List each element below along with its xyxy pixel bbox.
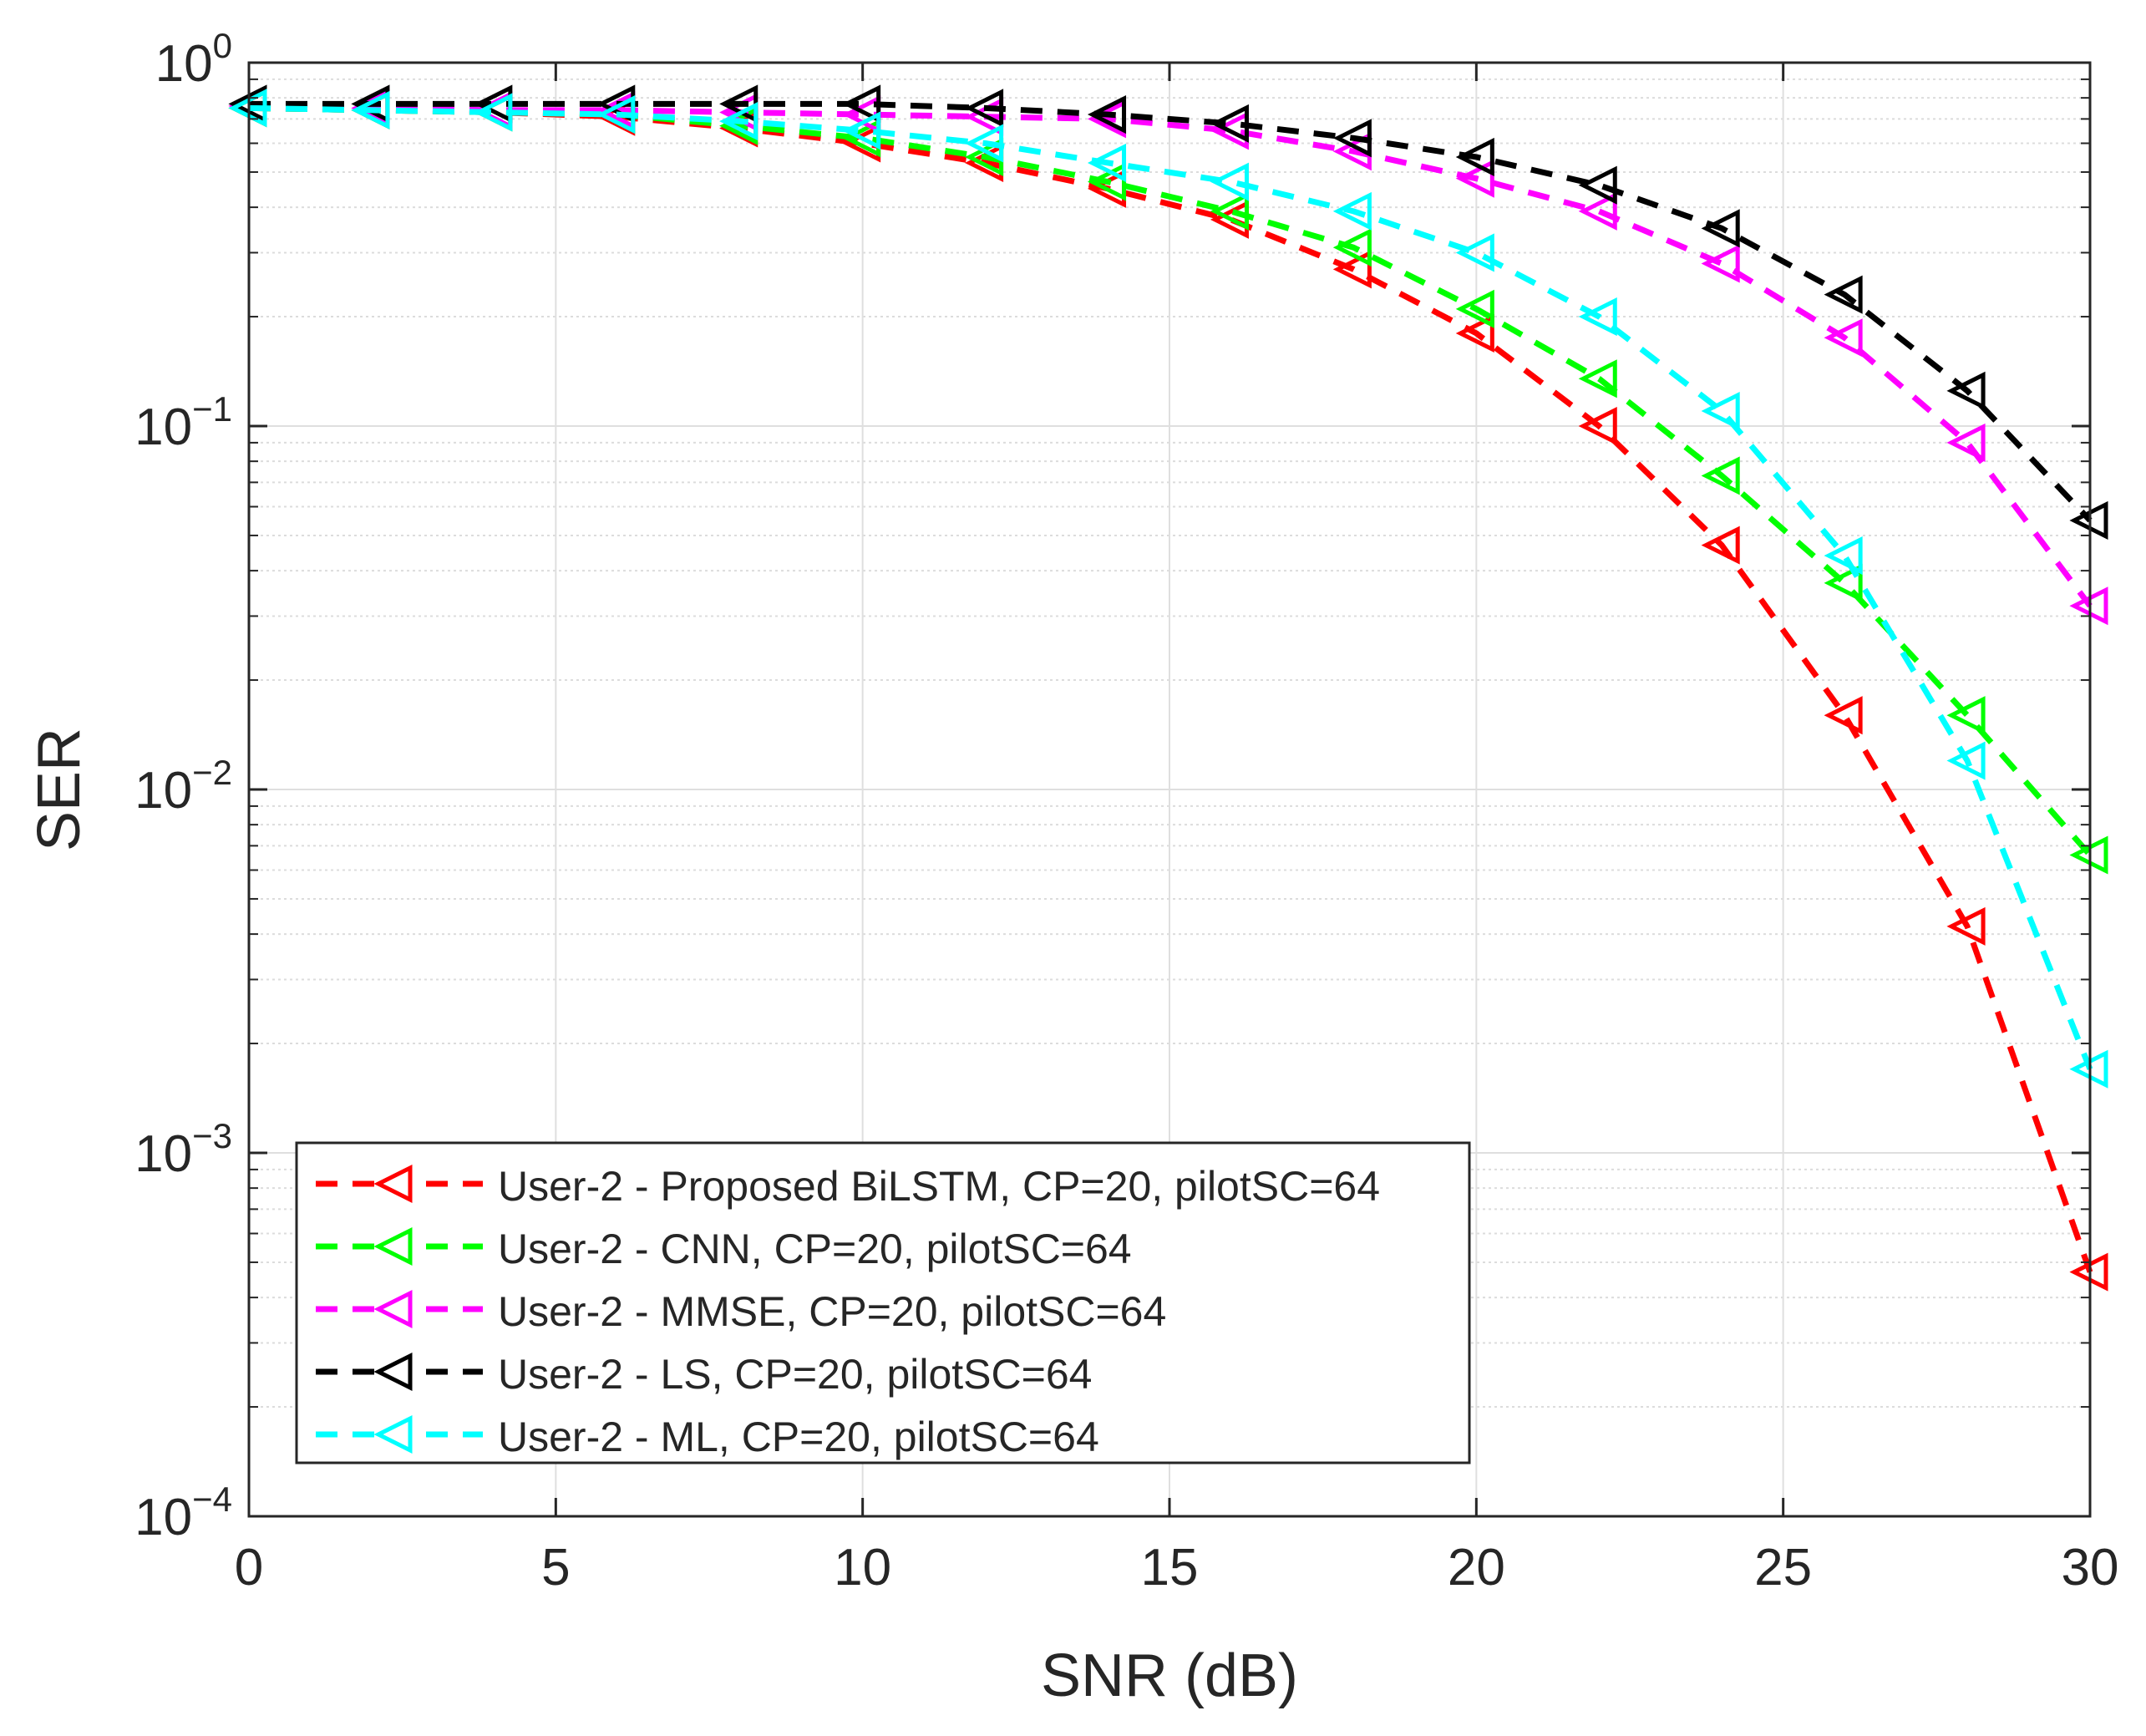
data-point-marker <box>1087 143 1127 182</box>
legend-entry: User-2 - LS, CP=20, pilotSC=64 <box>316 1351 1092 1398</box>
legend-box <box>295 1141 1471 1464</box>
data-point-marker <box>1455 159 1494 198</box>
legend-label: User-2 - LS, CP=20, pilotSC=64 <box>498 1351 1092 1398</box>
data-point-marker <box>1824 318 1863 358</box>
x-tick-label: 20 <box>1448 1539 1505 1596</box>
data-point-marker <box>1210 104 1249 143</box>
data-point-marker <box>1946 371 1986 410</box>
data-point-marker <box>1701 209 1740 248</box>
data-point-marker <box>1210 191 1249 231</box>
series-line <box>248 104 2093 1071</box>
data-point-marker <box>1332 250 1372 289</box>
data-point-marker <box>1332 191 1372 231</box>
y-tick-labels: 10−4 10−3 10−2 10−1 100 <box>134 26 232 1546</box>
data-point-marker <box>1824 563 1863 602</box>
data-point-marker <box>1332 228 1372 267</box>
legend-label: User-2 - MMSE, CP=20, pilotSC=64 <box>498 1288 1166 1335</box>
legend-marker <box>373 1226 413 1266</box>
data-point-marker <box>1824 275 1863 314</box>
y-tick-label: 10−1 <box>134 389 232 456</box>
legend-entry: User-2 - CNN, CP=20, pilotSC=64 <box>316 1226 1132 1272</box>
data-point-marker <box>1946 423 1986 462</box>
data-point-marker <box>1701 456 1740 495</box>
series-line <box>249 100 2093 523</box>
data-point-marker <box>1210 162 1249 201</box>
data-point-marker <box>1332 119 1372 158</box>
data-point-marker <box>1701 391 1740 431</box>
x-tick-label: 25 <box>1754 1539 1812 1596</box>
data-point-marker <box>842 84 881 124</box>
y-tick-label: 10−3 <box>134 1116 232 1183</box>
y-tick-label: 100 <box>155 26 232 93</box>
data-point-marker <box>719 102 758 141</box>
data-point-marker <box>1824 696 1863 735</box>
data-point-marker <box>1946 906 1986 946</box>
legend-marker <box>373 1289 413 1329</box>
data-point-marker <box>1824 536 1863 576</box>
data-point-marker <box>1087 162 1127 201</box>
data-point-marker <box>1701 244 1740 283</box>
legend-entries: User-2 - Proposed BiLSTM, CP=20, pilotSC… <box>316 1163 1380 1460</box>
data-point-marker <box>596 95 636 135</box>
data-point-marker <box>351 90 390 129</box>
y-axis-label: SER <box>26 728 93 851</box>
data-point-marker <box>842 111 881 150</box>
legend-entry: User-2 - ML, CP=20, pilotSC=64 <box>316 1414 1099 1460</box>
y-tick-label: 10−2 <box>134 753 232 820</box>
data-point-marker <box>1087 95 1127 135</box>
x-tick-label: 10 <box>834 1539 891 1596</box>
data-point-marker <box>1578 359 1617 398</box>
data-point-marker <box>965 124 1004 163</box>
data-point-marker <box>1455 289 1494 328</box>
data-point-marker <box>1578 165 1617 205</box>
legend-marker <box>373 1352 413 1392</box>
x-tick-label: 15 <box>1141 1539 1199 1596</box>
data-point-marker <box>1946 741 1986 780</box>
legend-marker <box>373 1414 413 1454</box>
x-tick-label: 0 <box>235 1539 263 1596</box>
x-tick-label: 5 <box>541 1539 570 1596</box>
data-point-marker <box>1701 525 1740 565</box>
data-point-marker <box>1455 233 1494 272</box>
data-point-marker <box>1578 297 1617 337</box>
axis-ticks <box>247 61 2092 1518</box>
data-point-marker <box>474 93 513 132</box>
data-point-marker <box>1455 313 1494 353</box>
x-tick-label: 30 <box>2062 1539 2119 1596</box>
data-point-marker <box>965 89 1004 128</box>
legend-label: User-2 - ML, CP=20, pilotSC=64 <box>498 1414 1099 1460</box>
data-point-marker <box>1578 191 1617 231</box>
legend-label: User-2 - Proposed BiLSTM, CP=20, pilotSC… <box>498 1163 1380 1210</box>
data-point-marker <box>1946 696 1986 735</box>
legend-entry: User-2 - MMSE, CP=20, pilotSC=64 <box>316 1288 1166 1335</box>
legend-label: User-2 - CNN, CP=20, pilotSC=64 <box>498 1226 1132 1272</box>
series-line <box>248 103 2093 608</box>
legend-entry: User-2 - Proposed BiLSTM, CP=20, pilotSC… <box>316 1163 1380 1210</box>
data-point-marker <box>1455 137 1494 176</box>
legend: User-2 - Proposed BiLSTM, CP=20, pilotSC… <box>295 1141 1471 1464</box>
data-point-marker <box>1578 406 1617 446</box>
y-tick-label: 10−4 <box>134 1480 232 1546</box>
legend-marker <box>373 1164 413 1204</box>
x-tick-labels: 0 5 10 15 20 25 30 <box>235 1539 2119 1596</box>
x-axis-label: SNR (dB) <box>1041 1642 1298 1709</box>
